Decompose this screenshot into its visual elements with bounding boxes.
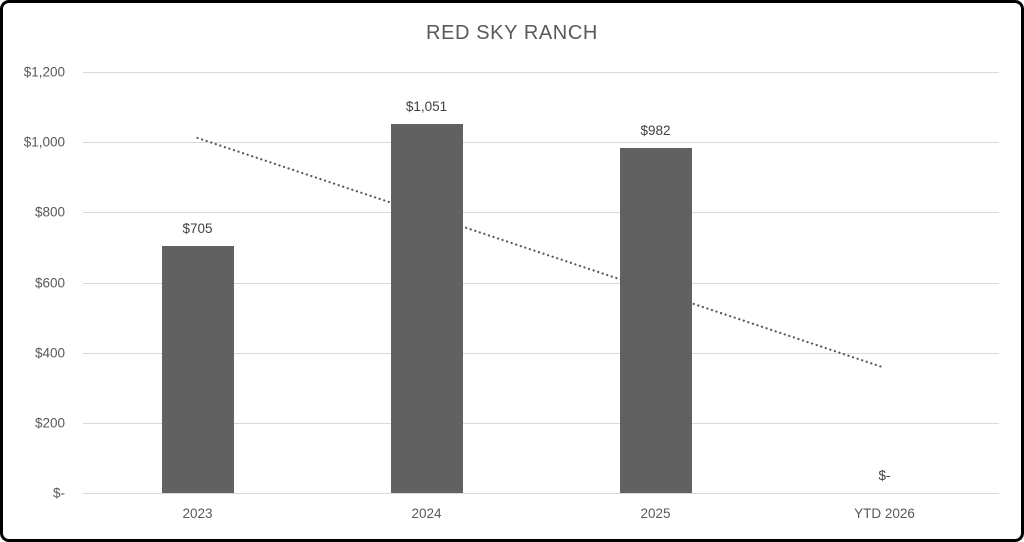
y-axis-tick-label: $600 — [34, 275, 65, 290]
y-axis-tick-label: $200 — [34, 415, 65, 431]
data-label: $705 — [182, 220, 213, 236]
x-axis-category-label: 2023 — [182, 506, 213, 521]
bar-2023 — [161, 245, 234, 493]
y-axis: $1,200 $1,000 $800 $600 $400 $200 $- — [3, 3, 65, 539]
gridline — [83, 282, 999, 284]
gridline — [83, 493, 999, 494]
x-axis-category-label: 2024 — [411, 506, 442, 521]
x-axis-category-label: 2025 — [640, 506, 671, 521]
y-axis-tick-label: $1,200 — [23, 64, 65, 80]
bar-2025 — [619, 148, 692, 493]
gridline — [83, 142, 999, 144]
y-axis-tick-label: $800 — [34, 204, 65, 220]
data-label: $- — [878, 468, 891, 483]
bar-2024 — [390, 124, 463, 493]
y-axis-tick-label: $1,000 — [23, 134, 65, 150]
chart-title: RED SKY RANCH — [426, 22, 598, 44]
y-axis-tick-label: $400 — [34, 345, 65, 361]
trendline — [196, 136, 886, 369]
data-label: $982 — [640, 123, 671, 139]
gridline — [83, 422, 999, 424]
trendline-dotted-line — [196, 136, 886, 369]
x-axis-category-label: YTD 2026 — [854, 506, 915, 521]
gridline — [83, 72, 999, 73]
data-label: $1,051 — [405, 99, 448, 115]
y-axis-tick-label: $- — [52, 485, 65, 501]
gridline — [83, 352, 999, 354]
x-axis: 2023 2024 2025 YTD 2026 — [83, 506, 999, 530]
plot-area: $705 $1,051 $982 $- — [83, 72, 999, 494]
gridline — [83, 212, 999, 214]
